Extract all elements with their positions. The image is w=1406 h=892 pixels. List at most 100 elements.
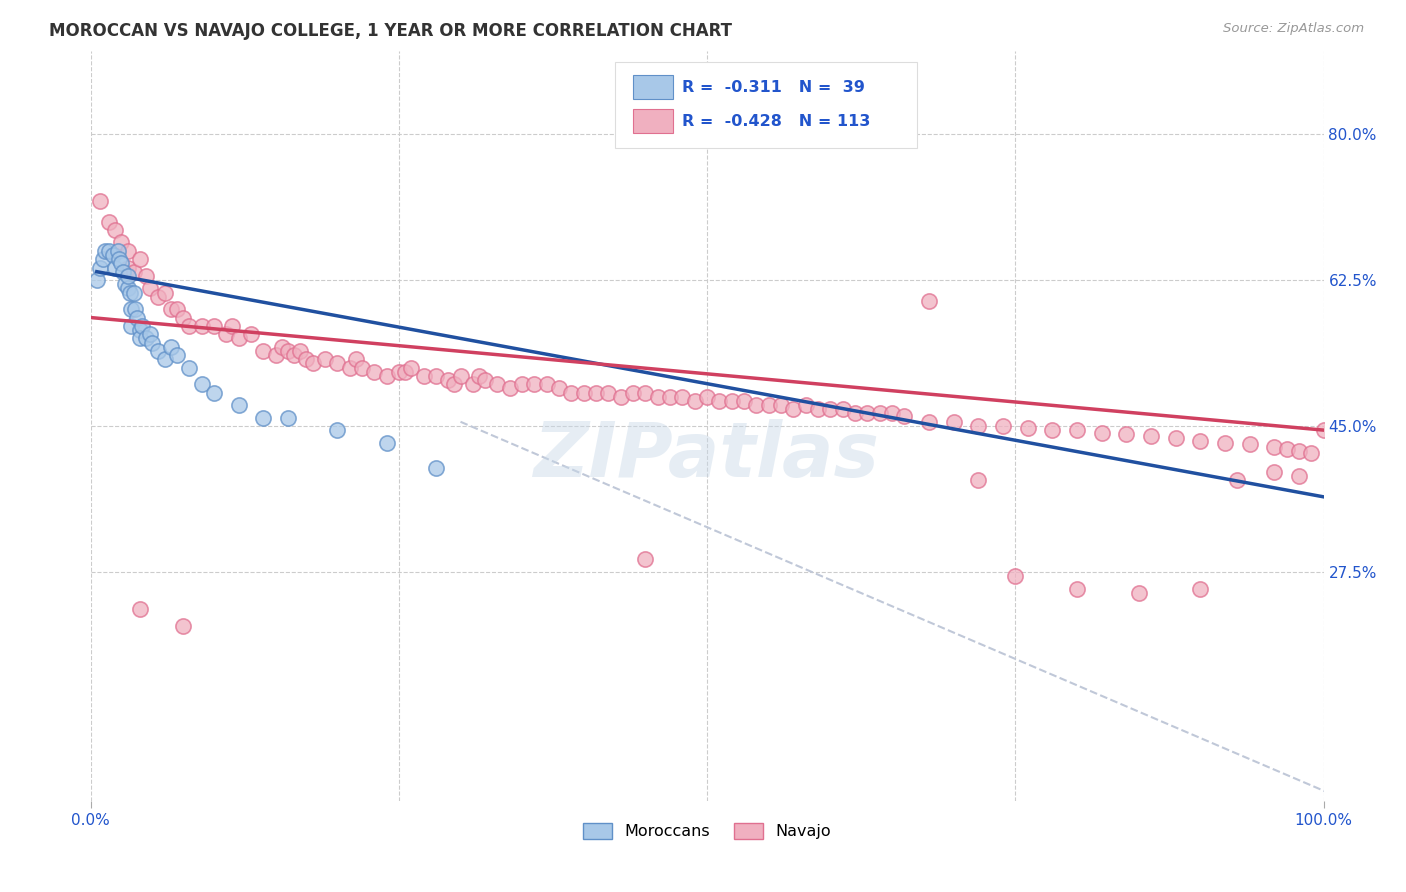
Point [1140,429,1163,443]
Point [350,360,373,375]
Point [1128,586,1150,600]
FancyBboxPatch shape [633,76,672,100]
Point [671,390,693,404]
Point [610,390,633,404]
Point [375,435,398,450]
Point [560,385,582,400]
Point [228,398,250,412]
Point [1288,469,1310,483]
Point [153,285,176,300]
Text: ZIPatlas: ZIPatlas [534,419,880,493]
Point [1226,473,1249,487]
Point [139,281,162,295]
Point [94,244,117,258]
Point [166,302,188,317]
Point [101,248,124,262]
Point [135,331,157,345]
Point [129,252,152,267]
Point [634,552,657,566]
Point [239,327,262,342]
Point [252,343,274,358]
Point [425,460,447,475]
Point [942,415,965,429]
Point [598,385,620,400]
Point [461,377,484,392]
Point [86,273,108,287]
Point [122,265,145,279]
Point [270,340,292,354]
Point [107,244,129,258]
Point [98,244,121,258]
Point [91,252,114,267]
Point [510,377,533,392]
Point [412,368,434,383]
Point [794,398,817,412]
Point [437,373,460,387]
Point [120,302,142,317]
Point [228,331,250,345]
Point [190,318,212,333]
Point [172,619,194,633]
Point [179,360,201,375]
Point [443,377,465,392]
Point [117,244,139,258]
Point [869,407,891,421]
Point [388,365,411,379]
Point [820,402,842,417]
Point [1066,423,1088,437]
Point [314,352,336,367]
Point [683,393,706,408]
Point [831,402,853,417]
Point [135,268,157,283]
Point [215,327,238,342]
Point [98,214,121,228]
Point [758,398,780,412]
Point [1189,582,1212,596]
Point [339,360,361,375]
Point [89,194,111,208]
Point [117,281,139,295]
Point [1115,427,1137,442]
Point [468,368,491,383]
Point [153,352,176,367]
Point [1066,582,1088,596]
Point [720,393,742,408]
Point [709,393,731,408]
Point [733,393,755,408]
Point [585,385,607,400]
Point [363,365,385,379]
Point [111,265,134,279]
Point [1239,437,1261,451]
Point [621,385,644,400]
Point [474,373,496,387]
Point [991,419,1014,434]
Point [1263,465,1285,479]
Point [252,410,274,425]
Point [264,348,287,362]
Point [172,310,194,325]
Point [499,381,522,395]
Point [856,407,879,421]
Text: R =  -0.311   N =  39: R = -0.311 N = 39 [682,80,865,95]
Point [127,310,149,325]
Point [120,318,142,333]
Point [634,385,657,400]
Point [967,419,990,434]
Point [283,348,305,362]
Point [104,260,127,275]
Point [89,260,111,275]
Point [129,331,152,345]
Point [202,385,225,400]
Text: Source: ZipAtlas.com: Source: ZipAtlas.com [1223,22,1364,36]
Point [117,260,139,275]
Point [120,285,142,300]
Point [918,415,941,429]
Point [290,343,312,358]
Point [1189,434,1212,448]
Point [770,398,793,412]
Point [523,377,546,392]
Point [1213,435,1236,450]
Point [139,327,162,342]
Point [104,223,127,237]
Point [880,407,903,421]
